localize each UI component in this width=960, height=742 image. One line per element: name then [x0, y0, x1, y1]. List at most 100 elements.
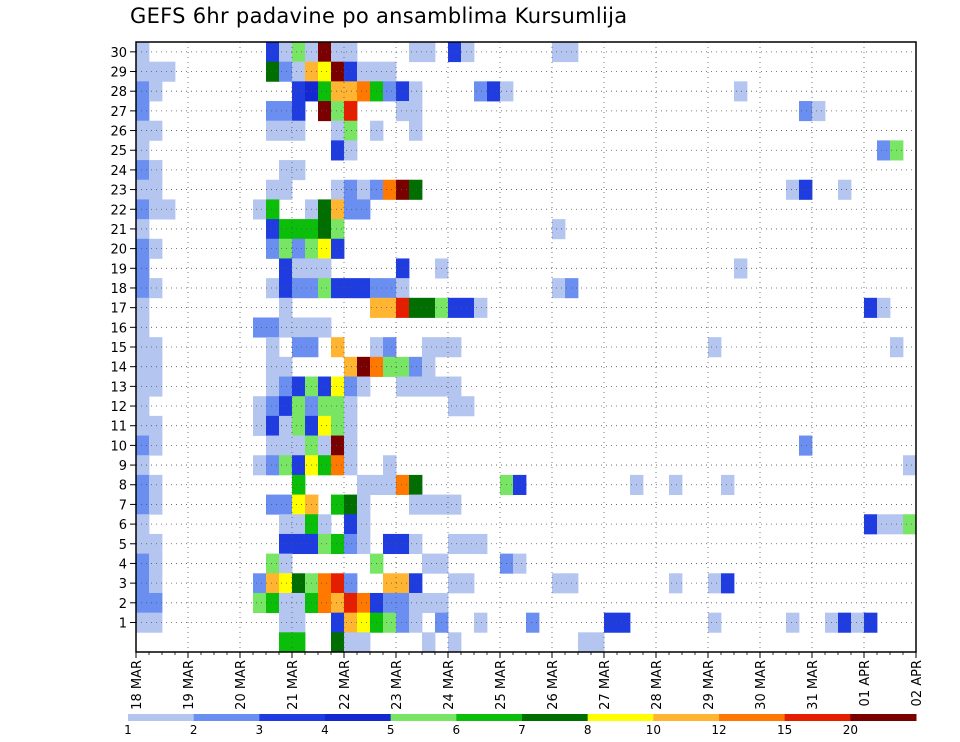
heatmap-cell	[318, 101, 332, 122]
heatmap-cell	[357, 376, 371, 397]
heatmap-cell	[136, 592, 150, 614]
heatmap-cell	[331, 219, 345, 240]
x-tick-label: 27 MAR	[598, 660, 613, 710]
heatmap-cell	[461, 42, 475, 63]
heatmap-cell	[513, 553, 527, 574]
colorbar-swatch	[325, 714, 392, 721]
heatmap-cell	[344, 199, 358, 220]
x-tick-label: 25 MAR	[494, 660, 509, 710]
heatmap-cell	[331, 61, 345, 82]
y-tick-label: 2	[119, 597, 127, 612]
heatmap-cell	[344, 415, 358, 436]
heatmap-cell	[396, 356, 410, 377]
heatmap-cell	[344, 514, 358, 535]
x-tick-label: 23 MAR	[390, 660, 405, 710]
heatmap-cell	[383, 337, 397, 358]
heatmap-cell	[396, 474, 410, 495]
heatmap-cell	[136, 415, 150, 436]
chart-title: GEFS 6hr padavine po ansamblima Kursumli…	[130, 4, 628, 28]
heatmap-cell	[864, 612, 878, 633]
heatmap-cell	[318, 435, 332, 456]
heatmap-cell	[136, 356, 150, 377]
x-tick-label: 21 MAR	[286, 660, 301, 710]
heatmap-cell	[253, 317, 267, 338]
heatmap-cell	[799, 101, 813, 122]
heatmap-cell	[266, 396, 280, 417]
heatmap-cell	[279, 455, 293, 476]
colorbar-label: 4	[321, 723, 329, 737]
heatmap-cell	[149, 238, 163, 259]
heatmap-cell	[149, 356, 163, 377]
heatmap-cell	[279, 435, 293, 456]
heatmap-cell	[279, 238, 293, 259]
heatmap-cell	[383, 278, 397, 299]
y-tick-label: 13	[110, 380, 127, 395]
heatmap-cell	[279, 376, 293, 397]
heatmap-cell	[149, 474, 163, 495]
heatmap-cell	[331, 592, 345, 614]
colorbar-swatch	[850, 714, 917, 721]
heatmap-cell	[448, 337, 462, 358]
heatmap-cell	[357, 199, 371, 220]
heatmap-cell	[253, 415, 267, 436]
y-tick-label: 30	[110, 46, 127, 61]
heatmap-cell	[422, 42, 436, 63]
heatmap-cell	[409, 42, 423, 63]
heatmap-cell	[136, 219, 150, 240]
heatmap-cell	[136, 514, 150, 535]
x-tick-label: 24 MAR	[442, 660, 457, 710]
heatmap-cell	[292, 533, 306, 555]
heatmap-cell	[383, 81, 397, 102]
heatmap-cell	[903, 455, 917, 476]
heatmap-cell	[331, 632, 345, 653]
heatmap-cell	[149, 553, 163, 574]
heatmap-cell	[292, 219, 306, 240]
heatmap-cell	[396, 179, 410, 200]
heatmap-cell	[344, 592, 358, 614]
heatmap-cell	[279, 219, 293, 240]
x-tick-label: 31 MAR	[806, 660, 821, 710]
heatmap-cell	[136, 278, 150, 299]
heatmap-cell	[383, 297, 397, 318]
heatmap-cell	[344, 81, 358, 102]
heatmap-cell	[292, 42, 306, 63]
heatmap-cell	[409, 81, 423, 102]
heatmap-cell	[331, 376, 345, 397]
colorbar-swatch	[193, 714, 260, 721]
colorbar: 1 2 3 4 5 6 7 8 10 12 15 20	[124, 714, 917, 737]
heatmap-cell	[266, 42, 280, 63]
grid-lines	[136, 42, 916, 652]
heatmap-cell	[279, 514, 293, 535]
heatmap-cell	[279, 278, 293, 299]
heatmap-cell	[136, 573, 150, 594]
heatmap-cell	[136, 81, 150, 102]
heatmap-cell	[279, 160, 293, 181]
colorbar-label: 8	[584, 723, 592, 737]
heatmap-cell	[734, 258, 748, 279]
x-tick-label: 28 MAR	[650, 660, 665, 710]
heatmap-cell	[383, 612, 397, 633]
heatmap-cell	[279, 356, 293, 377]
heatmap-cell	[851, 612, 865, 633]
heatmap-cell	[513, 474, 527, 495]
heatmap-cell	[331, 494, 345, 515]
heatmap-cell	[136, 179, 150, 200]
heatmap-cell	[279, 612, 293, 633]
heatmap-cell	[344, 533, 358, 555]
heatmap-cell	[409, 474, 423, 495]
heatmap-cell	[266, 238, 280, 259]
heatmap-cell	[331, 415, 345, 436]
heatmap-cell	[292, 455, 306, 476]
heatmap-cell	[266, 553, 280, 574]
heatmap-cell	[448, 533, 462, 555]
heatmap-cell	[266, 61, 280, 82]
heatmap-cell	[331, 81, 345, 102]
heatmap-cell	[318, 199, 332, 220]
y-tick-label: 24	[110, 164, 127, 179]
heatmap-cell	[344, 632, 358, 653]
colorbar-swatch	[784, 714, 851, 721]
heatmap-cell	[318, 415, 332, 436]
heatmap-cell	[448, 632, 462, 653]
heatmap-cell	[331, 101, 345, 122]
heatmap-cell	[318, 258, 332, 279]
